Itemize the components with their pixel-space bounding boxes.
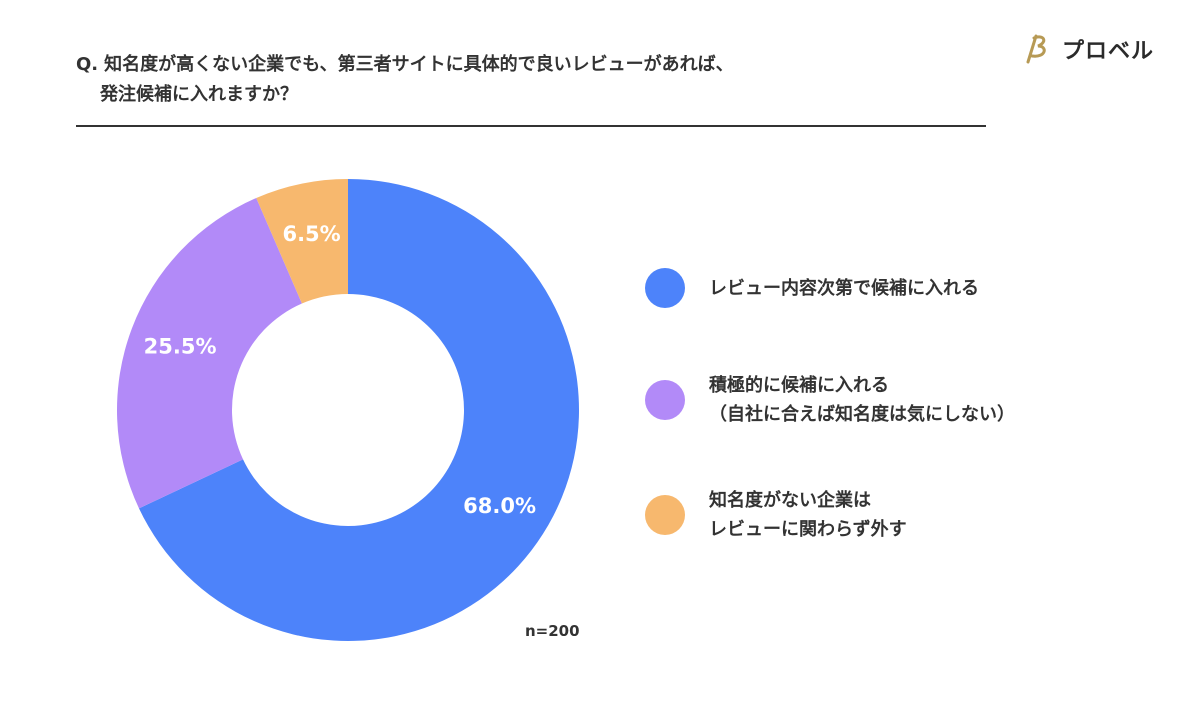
legend-item-review-dependent: レビュー内容次第で候補に入れる [645, 268, 979, 308]
legend-label: 知名度がない企業は レビューに関わらず外す [709, 490, 907, 540]
brand-mark-icon [1026, 34, 1046, 64]
data-label-actively-consider: 25.5% [144, 335, 217, 359]
brand-name: プロベル [1062, 39, 1155, 64]
slice-exclude-unknown [256, 179, 348, 304]
donut-chart: 68.0% 25.5% 6.5% [117, 179, 579, 642]
data-label-review-dependent: 68.0% [463, 494, 536, 518]
legend-swatch [645, 268, 685, 308]
legend-swatch [645, 495, 685, 535]
slice-actively-consider [117, 197, 302, 509]
chart-legend: レビュー内容次第で候補に入れる 積極的に候補に入れる （自社に合えば知名度は気に… [645, 0, 1185, 720]
question-line-2: 発注候補に入れますか？ [100, 84, 298, 105]
data-label-exclude-unknown: 6.5% [282, 222, 340, 246]
question-title: Q. 知名度が高くない企業でも、第三者サイトに具体的で良いレビューがあれば、 発注… [76, 50, 976, 110]
legend-label: レビュー内容次第で候補に入れる [709, 277, 979, 299]
legend-swatch [645, 380, 685, 420]
legend-label: 積極的に候補に入れる （自社に合えば知名度は気にしない） [709, 375, 1015, 425]
brand-logo: プロベル [1020, 32, 1154, 66]
slice-review-dependent [138, 179, 579, 642]
legend-item-exclude-unknown: 知名度がない企業は レビューに関わらず外す [645, 486, 907, 544]
title-divider [76, 125, 986, 127]
question-line-1: 知名度が高くない企業でも、第三者サイトに具体的で良いレビューがあれば、 [104, 54, 734, 75]
question-prefix: Q. [76, 54, 99, 75]
sample-size-label: n=200 [525, 622, 580, 640]
legend-item-actively-consider: 積極的に候補に入れる （自社に合えば知名度は気にしない） [645, 371, 1015, 429]
